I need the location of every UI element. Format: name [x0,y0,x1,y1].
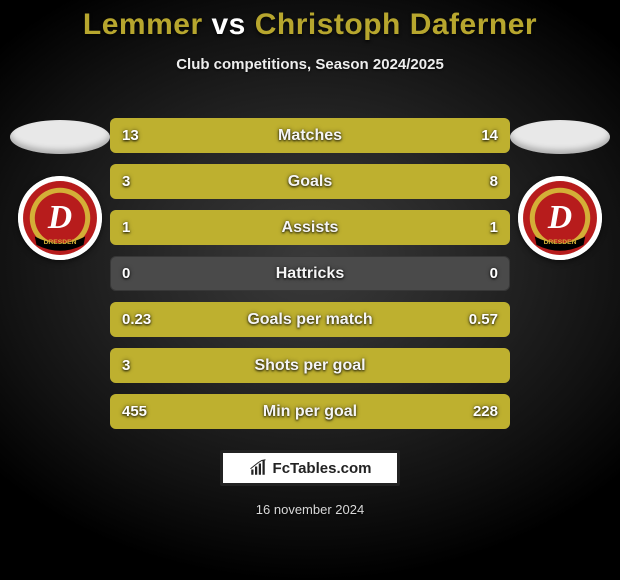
dynamo-badge-icon: D DRESDEN [18,176,102,260]
stat-value-right: 8 [490,164,498,199]
stat-row: 0Hattricks0 [110,256,510,291]
stat-row: 0.23Goals per match0.57 [110,302,510,337]
stat-row: 1Assists1 [110,210,510,245]
stat-value-right: 0.57 [469,302,498,337]
stat-row: 455Min per goal228 [110,394,510,429]
title-player2: Christoph Daferner [255,8,537,41]
dynamo-badge-icon: D DRESDEN [518,176,602,260]
svg-text:D: D [547,199,572,236]
stat-value-right: 1 [490,210,498,245]
svg-text:DRESDEN: DRESDEN [44,239,77,246]
player2-avatar-placeholder [510,120,610,154]
stat-label: Matches [110,118,510,153]
page-title: Lemmer vs Christoph Daferner [0,0,620,42]
stat-row: 3Shots per goal [110,348,510,383]
brand-text: FcTables.com [273,460,372,477]
comparison-chart: 13Matches14 3Goals8 1Assists1 0Hattricks0 0.… [110,118,510,440]
stat-label: Assists [110,210,510,245]
stat-label: Hattricks [110,256,510,291]
stat-label: Shots per goal [110,348,510,383]
subtitle: Club competitions, Season 2024/2025 [0,56,620,73]
svg-text:DRESDEN: DRESDEN [544,239,577,246]
stat-value-right: 14 [481,118,498,153]
stat-label: Min per goal [110,394,510,429]
stat-label: Goals per match [110,302,510,337]
title-player1: Lemmer [83,8,203,41]
bar-chart-icon [249,459,267,477]
svg-text:D: D [47,199,72,236]
comparison-infographic: Lemmer vs Christoph Daferner Club compet… [0,0,620,580]
stat-label: Goals [110,164,510,199]
stat-value-right: 0 [490,256,498,291]
stat-row: 3Goals8 [110,164,510,199]
player2-club-badge: D DRESDEN [518,176,602,260]
footer-date: 16 november 2024 [0,502,620,517]
stat-row: 13Matches14 [110,118,510,153]
player1-club-badge: D DRESDEN [18,176,102,260]
player1-avatar-placeholder [10,120,110,154]
title-vs: vs [211,8,245,41]
brand-badge: FcTables.com [220,450,400,486]
stat-value-right: 228 [473,394,498,429]
player1-avatar-slot: D DRESDEN [10,120,110,270]
player2-avatar-slot: D DRESDEN [510,120,610,270]
